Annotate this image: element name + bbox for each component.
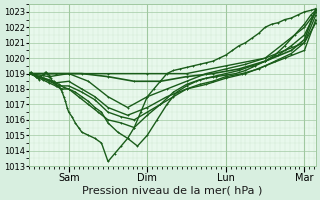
X-axis label: Pression niveau de la mer( hPa ): Pression niveau de la mer( hPa ) (83, 186, 263, 196)
